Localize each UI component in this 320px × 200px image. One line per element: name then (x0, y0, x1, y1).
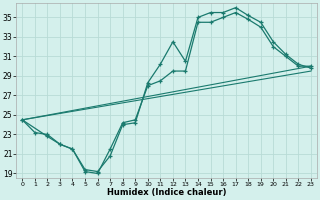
X-axis label: Humidex (Indice chaleur): Humidex (Indice chaleur) (107, 188, 226, 197)
